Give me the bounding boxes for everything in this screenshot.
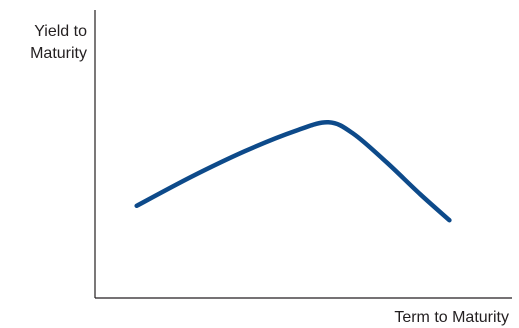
y-axis-label-line-1: Yield to: [34, 23, 87, 40]
yield-curve-line: [134, 120, 452, 223]
y-axis-label-line-2: Maturity: [30, 45, 87, 62]
x-axis-label: Term to Maturity: [394, 309, 509, 326]
